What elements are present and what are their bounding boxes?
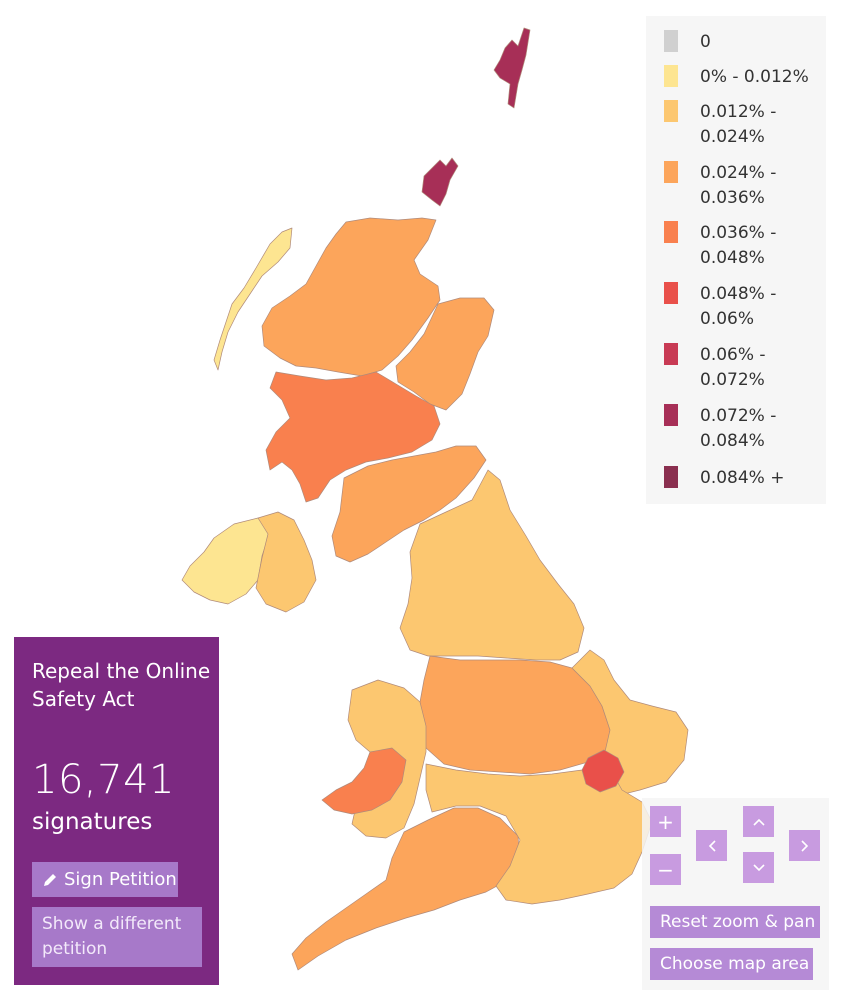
legend-swatch (664, 161, 678, 183)
legend-label: 0.06% - 0.072% (700, 345, 766, 390)
zoom-in-button[interactable]: + (650, 806, 681, 837)
legend-label: 0.084% + (700, 468, 785, 488)
legend-item: 0.012% - 0.024% (664, 100, 824, 150)
legend-label: 0 (700, 32, 711, 52)
legend-item: 0.06% - 0.072% (664, 343, 824, 393)
legend-swatch (664, 221, 678, 243)
region-north-england[interactable] (399, 469, 585, 661)
signature-count: 16,741 (32, 757, 175, 803)
region-south-scotland[interactable] (331, 445, 487, 563)
choose-map-area-button[interactable]: Choose map area (650, 948, 813, 980)
pan-up-button[interactable] (743, 806, 774, 837)
legend-item: 0.048% - 0.06% (664, 282, 824, 332)
legend-label: 0.036% - 0.048% (700, 223, 777, 268)
sign-petition-label: Sign Petition (64, 869, 177, 890)
pan-right-button[interactable] (789, 830, 820, 861)
legend-item: 0.024% - 0.036% (664, 161, 824, 211)
chevron-down-icon (752, 863, 765, 871)
chevron-up-icon (752, 818, 765, 826)
legend-item: 0.072% - 0.084% (664, 404, 824, 454)
reset-zoom-pan-button[interactable]: Reset zoom & pan (650, 906, 820, 938)
show-different-petition-button[interactable]: Show a different petition (32, 907, 202, 967)
region-northern-ireland-east[interactable] (255, 511, 317, 613)
region-orkney[interactable] (421, 157, 459, 207)
region-south-east-england[interactable] (425, 761, 653, 905)
legend-swatch (664, 100, 678, 122)
legend-swatch (664, 404, 678, 426)
pan-down-button[interactable] (743, 852, 774, 883)
legend-swatch (664, 282, 678, 304)
legend-item: 0 (664, 30, 824, 55)
legend-swatch (664, 343, 678, 365)
region-western-isles[interactable] (213, 227, 293, 371)
petition-panel: Repeal the Online Safety Act 16,741 sign… (14, 637, 219, 985)
region-north-east-scotland[interactable] (395, 297, 495, 411)
legend: 0 0% - 0.012% 0.012% - 0.024% 0.024% - 0.03… (646, 16, 826, 504)
chevron-right-icon (800, 839, 808, 852)
region-northern-ireland-west[interactable] (181, 517, 271, 605)
region-west-wales[interactable] (321, 747, 407, 815)
legend-item: 0% - 0.012% (664, 65, 824, 90)
region-east-england[interactable] (571, 649, 689, 797)
legend-label: 0.072% - 0.084% (700, 406, 777, 451)
region-cambridge[interactable] (581, 749, 625, 793)
pencil-icon (44, 873, 56, 886)
legend-label: 0% - 0.012% (700, 67, 809, 87)
region-central-scotland[interactable] (265, 371, 441, 503)
map-controls: + − Reset zoom & pan Choose map area (642, 798, 829, 990)
legend-label: 0.048% - 0.06% (700, 284, 777, 329)
legend-swatch (664, 65, 678, 87)
legend-item: 0.084% + (664, 466, 824, 491)
region-shetland[interactable] (493, 27, 531, 109)
pan-left-button[interactable] (696, 830, 727, 861)
chevron-left-icon (708, 839, 716, 852)
legend-label: 0.024% - 0.036% (700, 163, 777, 208)
legend-label: 0.012% - 0.024% (700, 102, 777, 147)
legend-swatch (664, 466, 678, 488)
region-south-west-england[interactable] (291, 807, 521, 971)
zoom-out-button[interactable]: − (650, 854, 681, 885)
petition-title: Repeal the Online Safety Act (32, 659, 211, 711)
signature-label: signatures (32, 809, 153, 835)
sign-petition-button[interactable]: Sign Petition (32, 862, 178, 897)
legend-item: 0.036% - 0.048% (664, 221, 824, 271)
legend-swatch (664, 30, 678, 52)
